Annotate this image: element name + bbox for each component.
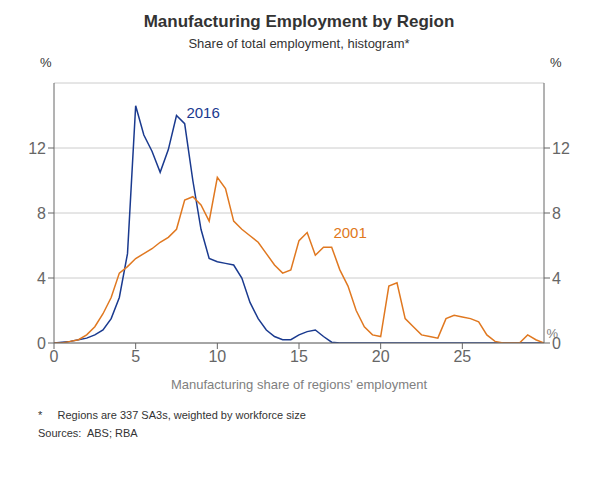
svg-text:2016: 2016 <box>186 104 219 121</box>
svg-text:4: 4 <box>552 270 561 287</box>
svg-text:5: 5 <box>131 348 140 365</box>
svg-text:12: 12 <box>28 140 46 157</box>
svg-text:0: 0 <box>37 335 46 352</box>
svg-text:12: 12 <box>552 140 570 157</box>
svg-text:Manufacturing share of regions: Manufacturing share of regions' employme… <box>171 377 428 392</box>
html-text:Sources: ABS; RBA: Sources: ABS; RBA <box>38 427 138 439</box>
html-text:Share of total employment, his: Share of total employment, histogram* <box>188 36 410 51</box>
html-text:* Regions are 337 SA3s, weight: * Regions are 337 SA3s, weighted by work… <box>38 409 306 421</box>
svg-text:0: 0 <box>552 335 561 352</box>
svg-text:4: 4 <box>37 270 46 287</box>
svg-text:15: 15 <box>290 348 308 365</box>
svg-text:20: 20 <box>372 348 390 365</box>
svg-text:10: 10 <box>208 348 226 365</box>
html-text:Manufacturing Employment by Re: Manufacturing Employment by Region <box>143 12 455 31</box>
svg-text:0: 0 <box>50 348 59 365</box>
svg-text:8: 8 <box>37 205 46 222</box>
svg-text:2001: 2001 <box>333 224 366 241</box>
svg-text:8: 8 <box>552 205 561 222</box>
svg-text:25: 25 <box>453 348 471 365</box>
